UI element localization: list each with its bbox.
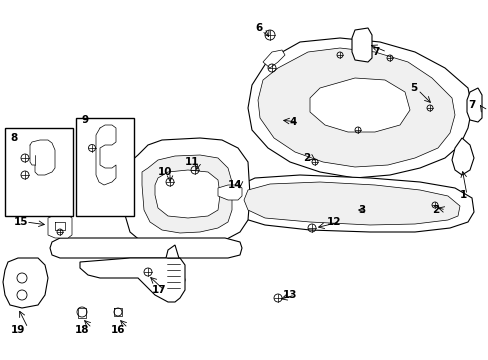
Text: 14: 14 <box>227 180 242 190</box>
Polygon shape <box>218 185 242 200</box>
Polygon shape <box>155 170 220 218</box>
Polygon shape <box>247 38 471 178</box>
Polygon shape <box>351 28 371 62</box>
Text: 19: 19 <box>11 325 25 335</box>
Text: 9: 9 <box>82 115 89 125</box>
Text: 8: 8 <box>10 133 17 143</box>
Text: 16: 16 <box>110 325 125 335</box>
Polygon shape <box>238 175 473 232</box>
Text: 12: 12 <box>326 217 341 227</box>
Polygon shape <box>466 88 481 122</box>
Text: 7: 7 <box>467 100 474 110</box>
Text: 13: 13 <box>283 290 297 300</box>
Text: 2: 2 <box>303 153 309 163</box>
Polygon shape <box>142 155 231 233</box>
Text: 1: 1 <box>459 190 467 200</box>
Text: 10: 10 <box>158 167 172 177</box>
Text: 3: 3 <box>357 205 365 215</box>
Polygon shape <box>309 78 409 132</box>
Polygon shape <box>164 245 184 295</box>
Polygon shape <box>50 238 242 258</box>
Bar <box>76 118 134 216</box>
Text: 5: 5 <box>409 83 416 93</box>
Text: 17: 17 <box>152 285 166 295</box>
Polygon shape <box>48 215 72 238</box>
Text: 15: 15 <box>14 217 28 227</box>
Polygon shape <box>258 48 454 167</box>
Text: 4: 4 <box>289 117 297 127</box>
Text: 11: 11 <box>184 157 199 167</box>
Polygon shape <box>3 258 48 308</box>
Text: 18: 18 <box>75 325 89 335</box>
Polygon shape <box>125 138 249 248</box>
Polygon shape <box>451 138 473 175</box>
Text: 7: 7 <box>371 47 379 57</box>
Polygon shape <box>80 258 184 302</box>
Polygon shape <box>263 50 285 68</box>
Text: 2: 2 <box>431 205 438 215</box>
Text: 6: 6 <box>254 23 262 33</box>
Bar <box>5 128 73 216</box>
Polygon shape <box>244 182 459 225</box>
